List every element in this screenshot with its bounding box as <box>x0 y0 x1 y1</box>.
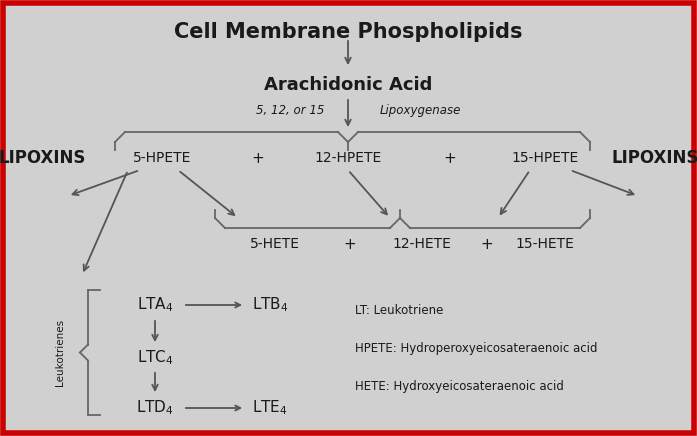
Text: LTC$_4$: LTC$_4$ <box>137 349 174 368</box>
Text: 5-HETE: 5-HETE <box>250 237 300 251</box>
Text: LT: Leukotriene: LT: Leukotriene <box>355 303 443 317</box>
Text: Arachidonic Acid: Arachidonic Acid <box>263 76 432 94</box>
Text: Lipoxygenase: Lipoxygenase <box>379 103 461 116</box>
Text: LTA$_4$: LTA$_4$ <box>137 296 174 314</box>
Text: Cell Membrane Phospholipids: Cell Membrane Phospholipids <box>174 22 522 42</box>
Text: 5-HPETE: 5-HPETE <box>133 151 191 165</box>
Text: LIPOXINS: LIPOXINS <box>0 149 86 167</box>
Text: Leukotrienes: Leukotrienes <box>55 319 65 386</box>
Text: HPETE: Hydroperoxyeicosateraenoic acid: HPETE: Hydroperoxyeicosateraenoic acid <box>355 341 597 354</box>
Text: LTE$_4$: LTE$_4$ <box>252 399 288 417</box>
Text: LTD$_4$: LTD$_4$ <box>136 399 174 417</box>
Text: LIPOXINS: LIPOXINS <box>611 149 697 167</box>
Text: 15-HETE: 15-HETE <box>516 237 574 251</box>
Text: 12-HETE: 12-HETE <box>392 237 452 251</box>
Text: HETE: Hydroxyeicosateraenoic acid: HETE: Hydroxyeicosateraenoic acid <box>355 379 564 392</box>
Text: 15-HPETE: 15-HPETE <box>512 151 579 165</box>
Text: +: + <box>481 236 493 252</box>
Text: LTB$_4$: LTB$_4$ <box>252 296 289 314</box>
Text: 5, 12, or 15: 5, 12, or 15 <box>256 103 324 116</box>
Text: +: + <box>252 150 264 166</box>
Text: +: + <box>443 150 457 166</box>
Text: +: + <box>344 236 356 252</box>
Text: 12-HPETE: 12-HPETE <box>314 151 382 165</box>
